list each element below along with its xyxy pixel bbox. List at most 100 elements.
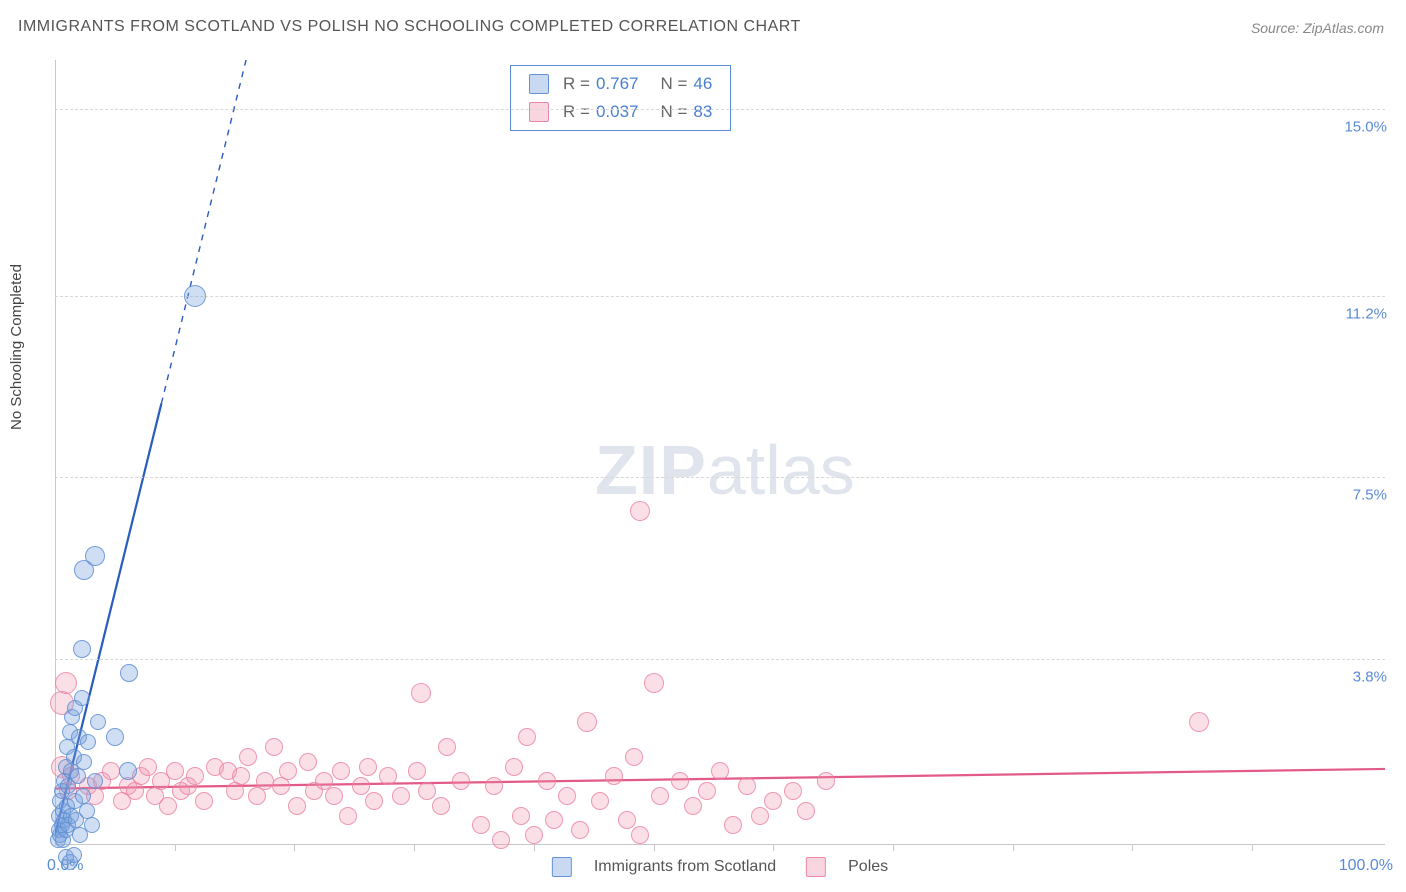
data-point	[139, 758, 157, 776]
stat-n-value: 83	[693, 102, 712, 122]
x-tick	[1013, 845, 1014, 851]
data-point	[505, 758, 523, 776]
legend-stats-box: R = 0.767 N = 46 R = 0.037 N = 83	[510, 65, 731, 131]
data-point	[644, 673, 664, 693]
data-point	[288, 797, 306, 815]
data-point	[591, 792, 609, 810]
stat-r-value: 0.767	[596, 74, 639, 94]
data-point	[166, 762, 184, 780]
data-point	[79, 803, 95, 819]
data-point	[339, 807, 357, 825]
legend-swatch	[529, 102, 549, 122]
data-point	[452, 772, 470, 790]
data-point	[738, 777, 756, 795]
x-tick	[1252, 845, 1253, 851]
legend-swatch	[529, 74, 549, 94]
data-point	[764, 792, 782, 810]
x-axis-line	[55, 844, 1385, 845]
data-point	[571, 821, 589, 839]
source-attribution: Source: ZipAtlas.com	[1251, 20, 1384, 36]
stat-r-label: R =	[563, 74, 590, 94]
data-point	[538, 772, 556, 790]
gridline	[55, 296, 1385, 297]
data-point	[332, 762, 350, 780]
data-point	[76, 754, 92, 770]
x-tick	[1132, 845, 1133, 851]
data-point	[545, 811, 563, 829]
stat-n-label: N =	[660, 102, 687, 122]
stat-n-label: N =	[660, 74, 687, 94]
data-point	[87, 773, 103, 789]
data-point	[518, 728, 536, 746]
y-tick-label: 15.0%	[1344, 119, 1387, 136]
data-point	[724, 816, 742, 834]
data-point	[120, 664, 138, 682]
legend-swatch	[806, 857, 826, 877]
data-point	[392, 787, 410, 805]
data-point	[577, 712, 597, 732]
watermark: ZIPatlas	[595, 430, 855, 510]
y-tick-label: 7.5%	[1353, 487, 1387, 504]
gridline	[55, 477, 1385, 478]
data-point	[299, 753, 317, 771]
data-point	[558, 787, 576, 805]
data-point	[618, 811, 636, 829]
legend-series-item: Immigrants from Scotland	[552, 857, 776, 877]
trendlines-svg	[55, 60, 1385, 845]
data-point	[325, 787, 343, 805]
data-point	[352, 777, 370, 795]
data-point	[631, 826, 649, 844]
x-tick	[534, 845, 535, 851]
data-point	[630, 501, 650, 521]
data-point	[74, 690, 90, 706]
data-point	[711, 762, 729, 780]
data-point	[102, 762, 120, 780]
data-point	[195, 792, 213, 810]
data-point	[418, 782, 436, 800]
x-tick	[654, 845, 655, 851]
x-max-label: 100.0%	[1339, 857, 1393, 875]
data-point	[671, 772, 689, 790]
legend-series-label: Immigrants from Scotland	[594, 858, 776, 876]
data-point	[84, 817, 100, 833]
data-point	[817, 772, 835, 790]
data-point	[365, 792, 383, 810]
data-point	[751, 807, 769, 825]
data-point	[797, 802, 815, 820]
data-point	[379, 767, 397, 785]
data-point	[55, 672, 77, 694]
x-tick	[294, 845, 295, 851]
x-tick	[175, 845, 176, 851]
data-point	[75, 788, 91, 804]
data-point	[784, 782, 802, 800]
data-point	[359, 758, 377, 776]
data-point	[525, 826, 543, 844]
x-tick	[893, 845, 894, 851]
data-point	[184, 285, 206, 307]
data-point	[106, 728, 124, 746]
stat-n-value: 46	[693, 74, 712, 94]
data-point	[698, 782, 716, 800]
data-point	[485, 777, 503, 795]
data-point	[1189, 712, 1209, 732]
watermark-bold: ZIP	[595, 431, 707, 509]
data-point	[438, 738, 456, 756]
data-point	[159, 797, 177, 815]
y-tick-label: 11.2%	[1346, 305, 1387, 322]
data-point	[408, 762, 426, 780]
data-point	[411, 683, 431, 703]
data-point	[70, 768, 86, 784]
data-point	[232, 767, 250, 785]
data-point	[80, 734, 96, 750]
data-point	[66, 847, 82, 863]
data-point	[472, 816, 490, 834]
stat-r-value: 0.037	[596, 102, 639, 122]
data-point	[492, 831, 510, 849]
y-axis-label: No Schooling Completed	[8, 264, 25, 430]
stat-r-label: R =	[563, 102, 590, 122]
data-point	[85, 546, 105, 566]
data-point	[605, 767, 623, 785]
legend-stat-row: R = 0.767 N = 46	[511, 70, 730, 98]
watermark-light: atlas	[707, 431, 855, 509]
data-point	[186, 767, 204, 785]
